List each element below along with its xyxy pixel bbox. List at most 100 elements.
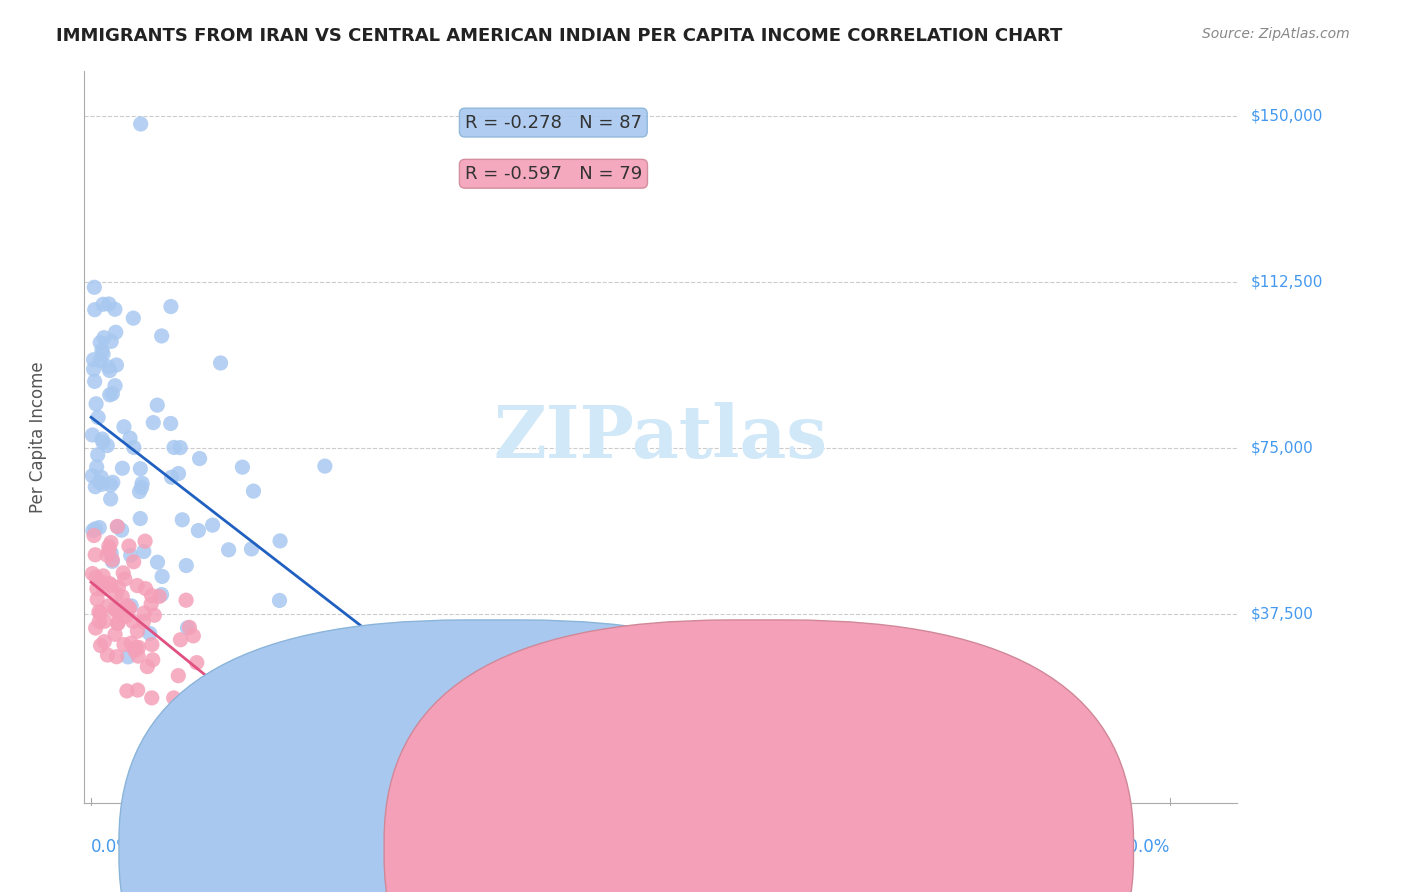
Point [127, 683, 149, 698]
Point [83, 280, 105, 294]
Point [167, 668, 190, 682]
Point [122, 441, 145, 455]
Point [159, 417, 181, 431]
Point [269, 593, 291, 607]
Point [117, 649, 139, 664]
Point [89, 607, 111, 621]
Point [83, 302, 105, 317]
Point [121, 615, 143, 629]
Point [98, 576, 121, 591]
Point [150, 588, 173, 602]
Point [83, 352, 105, 367]
Point [167, 467, 190, 481]
Point [131, 476, 153, 491]
Point [101, 553, 124, 567]
Point [110, 523, 132, 537]
Point [84, 522, 107, 536]
Point [115, 599, 138, 613]
Point [240, 541, 263, 556]
Point [174, 558, 197, 573]
Point [100, 546, 122, 560]
Point [93, 331, 115, 345]
Text: $112,500: $112,500 [1251, 275, 1323, 289]
Point [181, 629, 204, 643]
Point [104, 378, 127, 392]
Point [87, 605, 110, 619]
Point [97, 599, 120, 613]
Point [90, 574, 112, 589]
Point [125, 640, 148, 655]
Point [97, 540, 120, 554]
Text: $75,000: $75,000 [1251, 441, 1313, 456]
Point [86, 592, 108, 607]
Point [139, 597, 162, 611]
Text: Source: ZipAtlas.com: Source: ZipAtlas.com [1202, 27, 1350, 41]
Point [111, 461, 134, 475]
Text: 0.0%: 0.0% [91, 838, 134, 856]
Point [91, 432, 114, 446]
Point [115, 684, 138, 698]
Point [105, 358, 128, 372]
Point [82, 468, 104, 483]
Point [122, 555, 145, 569]
Point [91, 347, 114, 361]
Point [148, 590, 170, 604]
Point [314, 459, 336, 474]
Point [111, 590, 134, 604]
Point [150, 569, 173, 583]
Point [101, 475, 124, 490]
Point [82, 566, 104, 581]
Point [107, 616, 129, 631]
Point [174, 593, 197, 607]
Point [98, 363, 121, 377]
Point [104, 627, 127, 641]
Point [114, 572, 136, 586]
Point [87, 448, 110, 462]
Point [89, 520, 111, 534]
Point [89, 475, 111, 490]
Point [146, 555, 169, 569]
Point [105, 649, 128, 664]
Text: $150,000: $150,000 [1251, 108, 1323, 123]
Text: $37,500: $37,500 [1251, 607, 1313, 622]
Text: Central American Indians: Central American Indians [706, 838, 915, 855]
Point [101, 554, 124, 568]
FancyBboxPatch shape [120, 620, 869, 892]
Point [269, 533, 291, 548]
Point [132, 544, 155, 558]
Point [93, 614, 115, 628]
Point [84, 480, 107, 494]
Point [93, 634, 115, 648]
Text: Immigrants from Iran: Immigrants from Iran [457, 838, 634, 855]
Point [89, 353, 111, 368]
Point [84, 570, 107, 584]
Point [91, 297, 114, 311]
Point [146, 398, 169, 412]
Point [91, 582, 114, 596]
Point [142, 416, 165, 430]
Point [187, 524, 209, 538]
Point [209, 356, 232, 370]
Point [100, 478, 122, 492]
Point [124, 643, 146, 657]
Point [105, 605, 128, 619]
Point [98, 543, 121, 558]
Point [186, 656, 208, 670]
Point [129, 511, 152, 525]
Point [132, 606, 155, 620]
Point [105, 519, 128, 533]
Point [118, 431, 141, 445]
Point [127, 649, 149, 664]
Point [112, 566, 135, 580]
Text: Per Capita Income: Per Capita Income [30, 361, 48, 513]
Point [89, 335, 111, 350]
Point [86, 460, 108, 475]
Point [141, 690, 163, 705]
Point [104, 302, 127, 317]
Point [84, 548, 107, 562]
Point [98, 388, 121, 402]
Point [201, 518, 224, 533]
Text: R = -0.278   N = 87: R = -0.278 N = 87 [465, 113, 641, 131]
Point [128, 484, 150, 499]
Text: R = -0.597   N = 79: R = -0.597 N = 79 [465, 165, 643, 183]
